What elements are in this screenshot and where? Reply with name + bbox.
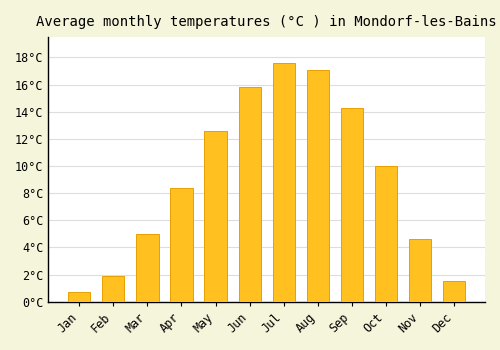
Title: Average monthly temperatures (°C ) in Mondorf-les-Bains: Average monthly temperatures (°C ) in Mo… xyxy=(36,15,497,29)
Bar xyxy=(306,70,329,302)
Bar xyxy=(136,234,158,302)
Bar xyxy=(272,63,295,302)
Bar xyxy=(204,131,227,302)
Bar xyxy=(170,188,192,302)
Bar xyxy=(375,166,397,302)
Bar xyxy=(409,239,431,302)
Bar xyxy=(341,108,363,302)
Bar xyxy=(68,292,90,302)
Bar xyxy=(443,281,465,302)
Bar xyxy=(238,87,260,302)
Bar xyxy=(102,276,124,302)
